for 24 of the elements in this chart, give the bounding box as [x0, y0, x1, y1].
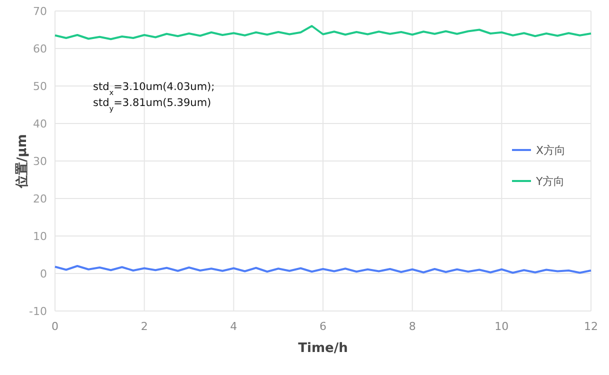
line-series: [54, 25, 592, 40]
line-series: [54, 265, 592, 274]
legend-label: Y方向: [535, 175, 565, 188]
x-axis-title: Time/h: [298, 341, 348, 356]
y-tick-label: -10: [29, 305, 47, 318]
annotation: std$_{x}$=3.10um(4.03um);: [93, 81, 215, 96]
y-tick-label: 70: [33, 5, 47, 18]
y-tick-label: 50: [33, 80, 47, 93]
y-tick-label: 40: [33, 118, 47, 130]
y-tick-label: 30: [33, 155, 47, 168]
x-tick-label: 8: [408, 320, 416, 333]
annotation: std$_{y}$=3.81um(5.39um): [93, 97, 212, 112]
y-tick-label: 10: [33, 230, 47, 243]
y-tick-label: 20: [33, 192, 47, 206]
x-tick-label: 6: [320, 320, 326, 333]
x-tick-label: 12: [584, 320, 598, 333]
x-tick-label: 0: [52, 320, 58, 333]
y-tick-label: 60: [33, 42, 47, 56]
y-axis-title: 位置/μm: [15, 134, 30, 189]
x-tick-label: 4: [230, 320, 238, 333]
legend-label: X方向: [536, 144, 566, 157]
x-tick-label: 10: [494, 320, 509, 333]
x-tick-label: 2: [140, 320, 148, 333]
y-tick-label: 0: [40, 268, 47, 280]
